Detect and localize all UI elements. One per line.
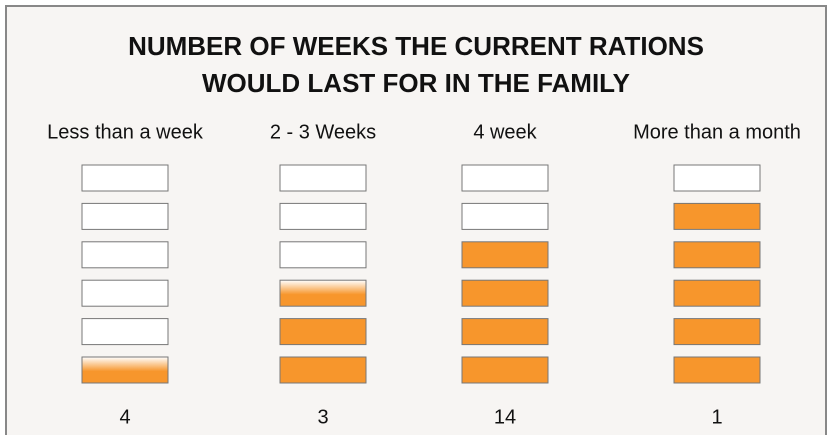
value-label: 14 [494,406,516,428]
empty-box [461,164,549,192]
filled-box [279,318,367,346]
empty-box [461,202,549,230]
empty-box [673,164,761,192]
value-label: 3 [317,406,328,428]
empty-box [81,318,169,346]
empty-box [81,241,169,269]
category-label: 4 week [473,121,537,143]
empty-box [279,164,367,192]
filled-box [673,279,761,307]
filled-box [461,356,549,384]
filled-box [673,356,761,384]
chart-title: WOULD LAST FOR IN THE FAMILY [202,68,630,98]
value-label: 4 [119,406,130,428]
category-label: Less than a week [47,121,204,143]
filled-box [461,279,549,307]
filled-box [279,356,367,384]
chart-title: NUMBER OF WEEKS THE CURRENT RATIONS [128,31,704,61]
empty-box [279,202,367,230]
filled-box [673,241,761,269]
filled-box [279,279,367,307]
category-label: 2 - 3 Weeks [270,121,376,143]
empty-box [81,279,169,307]
category-label: More than a month [633,121,801,143]
empty-box [81,202,169,230]
filled-box [673,318,761,346]
filled-box [673,202,761,230]
empty-box [81,164,169,192]
filled-box [461,241,549,269]
value-label: 1 [711,406,722,428]
filled-box [81,356,169,384]
filled-box [461,318,549,346]
empty-box [279,241,367,269]
